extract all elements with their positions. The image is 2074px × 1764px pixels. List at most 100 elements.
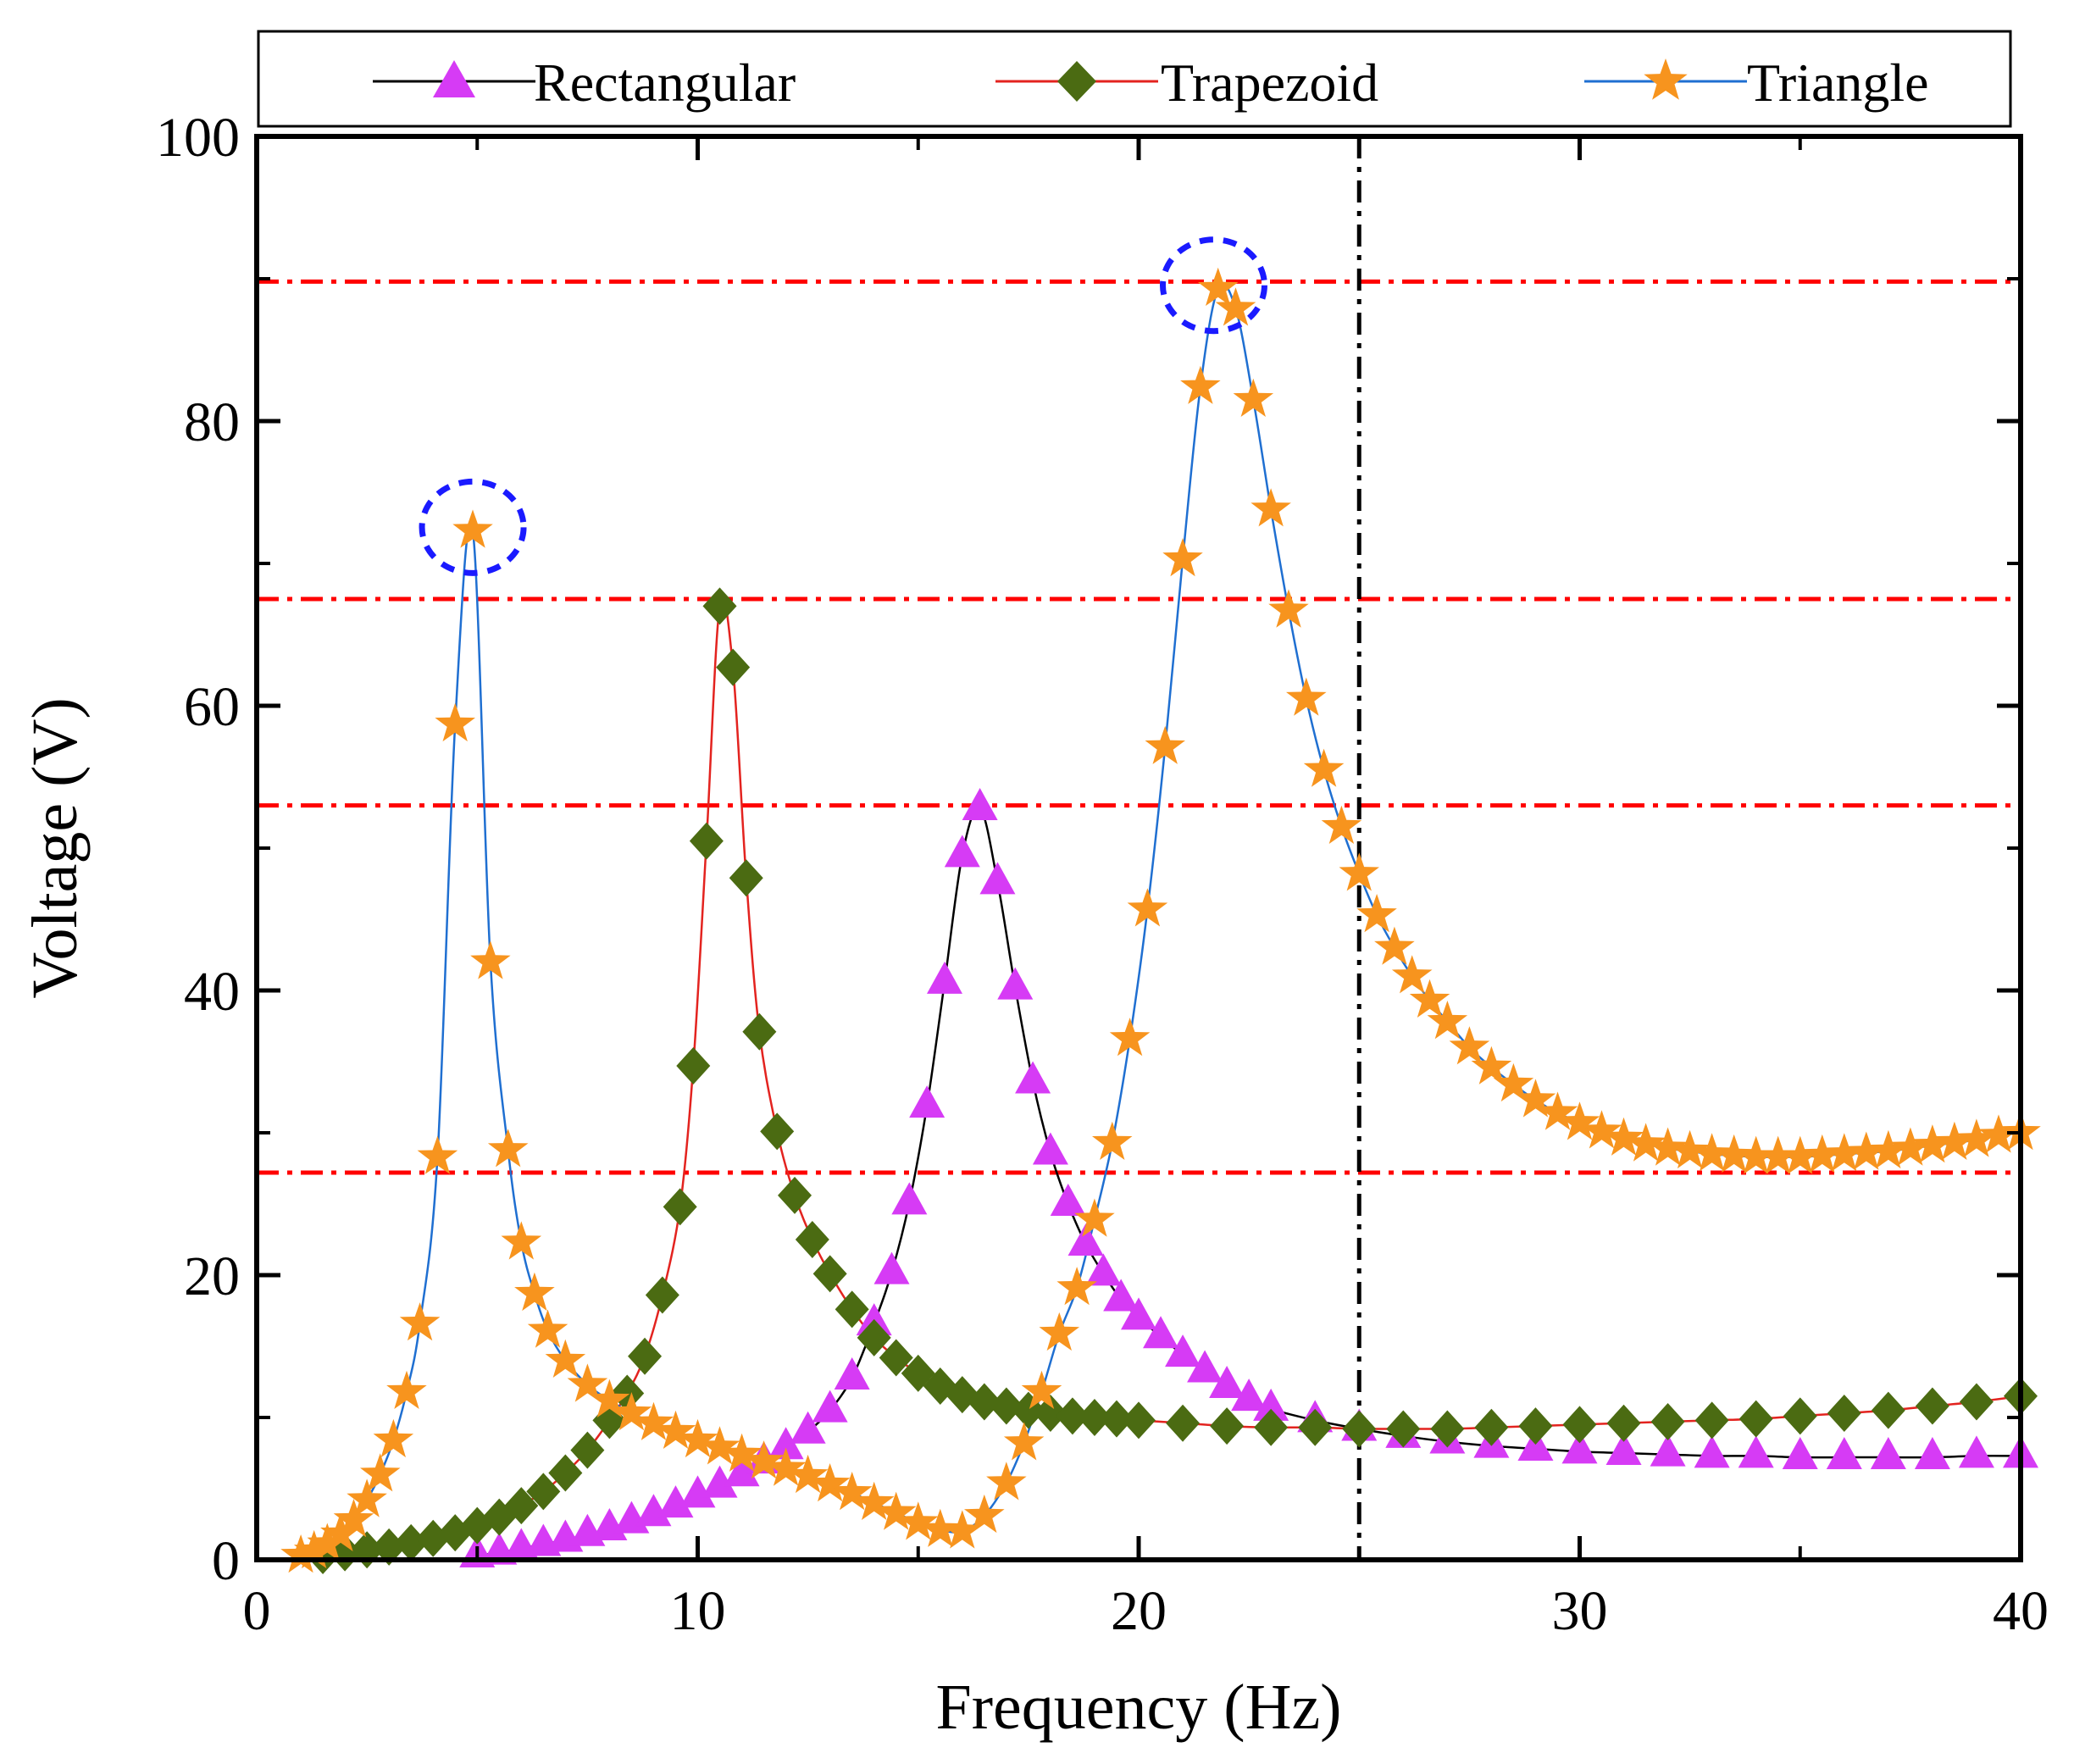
data-point-triangle-53 (1250, 488, 1291, 527)
data-point-triangle-82 (1846, 1131, 1887, 1170)
data-point-triangle-68 (1537, 1091, 1578, 1130)
data-point-trapezoid-34 (967, 1383, 1001, 1421)
data-point-trapezoid-35 (989, 1387, 1023, 1425)
data-point-triangle-28 (765, 1447, 807, 1486)
data-point-triangle-37 (964, 1494, 1005, 1534)
data-point-triangle-34 (898, 1501, 939, 1540)
data-point-trapezoid-12 (570, 1431, 605, 1469)
data-point-triangle-64 (1449, 1026, 1490, 1065)
data-point-trapezoid-49 (1474, 1408, 1509, 1446)
data-point-trapezoid-27 (812, 1255, 847, 1293)
data-point-rectangular-53 (1870, 1437, 1906, 1470)
data-point-triangle-58 (1339, 852, 1379, 891)
data-point-triangle-10 (417, 1135, 458, 1174)
data-point-rectangular-16 (812, 1390, 848, 1423)
data-point-trapezoid-29 (857, 1318, 891, 1356)
data-point-triangle-18 (545, 1339, 586, 1378)
data-point-rectangular-21 (909, 1085, 946, 1118)
data-point-trapezoid-24 (760, 1112, 795, 1151)
data-point-triangle-14 (487, 1129, 529, 1168)
series-markers-trapezoid (306, 587, 2038, 1574)
data-point-rectangular-11 (702, 1465, 738, 1498)
data-point-triangle-0 (280, 1534, 321, 1573)
data-point-triangle-79 (1780, 1135, 1821, 1174)
legend-marker-rectangular (433, 60, 475, 97)
data-point-rectangular-14 (768, 1427, 804, 1460)
data-point-triangle-5 (347, 1478, 387, 1517)
data-point-trapezoid-50 (1518, 1407, 1553, 1445)
data-point-triangle-44 (1092, 1121, 1133, 1160)
legend-label-triangle: Triangle (1747, 53, 1929, 113)
data-point-trapezoid-11 (548, 1454, 583, 1492)
data-point-triangle-8 (386, 1370, 427, 1409)
data-point-triangle-15 (501, 1221, 542, 1260)
data-point-trapezoid-14 (610, 1374, 645, 1412)
data-point-rectangular-20 (891, 1182, 928, 1215)
series-markers-triangle (280, 267, 2041, 1573)
data-point-triangle-1 (293, 1529, 335, 1569)
data-point-triangle-2 (307, 1523, 348, 1562)
data-point-trapezoid-28 (835, 1290, 869, 1329)
data-point-triangle-67 (1515, 1079, 1556, 1118)
data-point-triangle-47 (1145, 725, 1185, 764)
data-point-triangle-70 (1581, 1110, 1622, 1149)
data-point-triangle-73 (1647, 1127, 1689, 1166)
data-point-triangle-72 (1625, 1123, 1666, 1162)
data-point-rectangular-32 (1103, 1279, 1140, 1312)
data-point-rectangular-17 (834, 1356, 870, 1390)
data-point-rectangular-24 (962, 787, 998, 820)
data-point-triangle-77 (1735, 1135, 1777, 1174)
legend-frame (257, 30, 2012, 128)
data-point-triangle-35 (920, 1508, 961, 1547)
data-point-trapezoid-4 (394, 1523, 429, 1562)
data-point-trapezoid-59 (1915, 1387, 1949, 1425)
data-point-rectangular-8 (635, 1494, 672, 1527)
data-point-trapezoid-20 (702, 587, 737, 625)
data-point-triangle-41 (1039, 1312, 1080, 1351)
data-point-rectangular-35 (1165, 1334, 1201, 1367)
data-point-rectangular-55 (1958, 1435, 1994, 1468)
data-point-rectangular-48 (1650, 1434, 1686, 1467)
data-point-rectangular-19 (873, 1251, 910, 1284)
data-point-trapezoid-42 (1166, 1404, 1201, 1442)
data-point-rectangular-22 (926, 961, 962, 994)
data-point-rectangular-27 (1015, 1061, 1051, 1094)
x-tick-label-3: 30 (1552, 1580, 1608, 1642)
data-point-triangle-32 (853, 1481, 895, 1520)
data-point-trapezoid-56 (1783, 1397, 1817, 1435)
data-point-triangle-9 (399, 1302, 441, 1341)
data-point-triangle-42 (1056, 1267, 1097, 1306)
data-point-triangle-11 (435, 702, 475, 742)
data-point-triangle-59 (1356, 894, 1397, 933)
data-point-trapezoid-19 (689, 822, 724, 860)
data-point-trapezoid-44 (1254, 1408, 1289, 1446)
data-point-rectangular-23 (944, 835, 980, 868)
data-point-trapezoid-51 (1562, 1406, 1597, 1444)
data-point-trapezoid-43 (1210, 1407, 1245, 1445)
data-point-rectangular-10 (679, 1475, 716, 1508)
data-point-triangle-13 (470, 940, 511, 979)
data-point-triangle-17 (527, 1309, 568, 1348)
data-point-triangle-74 (1669, 1129, 1711, 1169)
data-point-rectangular-12 (724, 1454, 760, 1487)
data-point-rectangular-28 (1032, 1132, 1068, 1165)
data-point-triangle-29 (787, 1454, 829, 1494)
data-point-triangle-81 (1824, 1133, 1865, 1172)
data-point-triangle-76 (1713, 1134, 1755, 1173)
data-point-triangle-24 (677, 1418, 718, 1458)
data-point-rectangular-26 (997, 967, 1034, 1000)
y-tick-label-3: 60 (184, 676, 240, 738)
data-point-trapezoid-16 (645, 1276, 679, 1314)
data-point-trapezoid-40 (1099, 1400, 1134, 1438)
data-point-trapezoid-25 (778, 1176, 812, 1214)
y-axis-label: Voltage (V) (19, 697, 91, 998)
data-point-trapezoid-58 (1871, 1391, 1905, 1429)
legend-label-trapezoid: Trapezoid (1161, 53, 1378, 113)
data-point-triangle-52 (1233, 378, 1274, 417)
data-point-triangle-43 (1074, 1198, 1115, 1237)
data-point-trapezoid-55 (1738, 1400, 1773, 1438)
data-point-triangle-55 (1286, 677, 1327, 716)
data-point-triangle-61 (1391, 955, 1433, 994)
x-tick-label-1: 10 (670, 1580, 726, 1642)
